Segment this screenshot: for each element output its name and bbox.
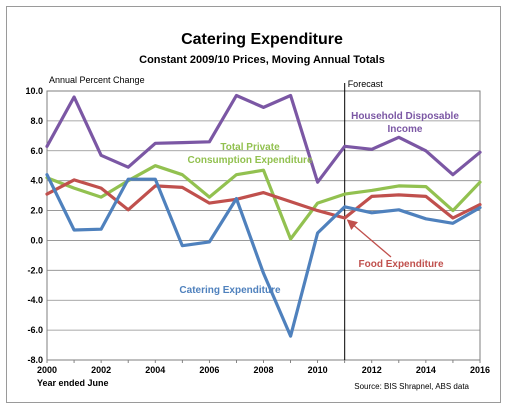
chart-subtitle: Constant 2009/10 Prices, Moving Annual T…: [139, 54, 385, 66]
y-tick-label: 8.0: [30, 116, 43, 126]
plot-border: [46, 90, 481, 361]
x-tick-label: 2004: [145, 365, 165, 375]
x-tick-label: 2016: [470, 365, 490, 375]
y-tick-label: -8.0: [27, 355, 43, 365]
series-label-total-private-consumption-expenditure: Total Private Consumption Expenditure: [188, 142, 313, 166]
x-tick-label: 2014: [416, 365, 436, 375]
y-tick-label: -2.0: [27, 265, 43, 275]
y-tick-label: 0.0: [30, 235, 43, 245]
y-tick-label: 10.0: [25, 86, 43, 96]
food-label-arrow: [346, 219, 392, 258]
y-axis-label: Annual Percent Change: [49, 75, 145, 85]
series-line-catering-expenditure: [45, 173, 482, 338]
series-line-total-private-consumption-expenditure: [45, 164, 482, 241]
y-tick-label: 6.0: [30, 146, 43, 156]
series-label-household-disposable-income: Household Disposable Income: [351, 111, 459, 135]
chart-title: Catering Expenditure: [181, 31, 343, 48]
y-tick-label: 2.0: [30, 206, 43, 216]
y-tick-label: -4.0: [27, 295, 43, 305]
x-tick-label: 2006: [199, 365, 219, 375]
catering-expenditure-chart: Catering Expenditure Constant 2009/10 Pr…: [25, 31, 490, 391]
x-tick-label: 2000: [37, 365, 57, 375]
series-label-food-expenditure: Food Expenditure: [359, 259, 444, 270]
x-tick-label: 2008: [253, 365, 273, 375]
y-tick-label: 4.0: [30, 176, 43, 186]
source-note: Source: BIS Shrapnel, ABS data: [354, 382, 469, 391]
x-tick-label: 2002: [91, 365, 111, 375]
x-axis-label: Year ended June: [37, 378, 109, 388]
series-line-food-expenditure: [45, 178, 482, 220]
x-tick-label: 2012: [362, 365, 382, 375]
chart-frame: Catering Expenditure Constant 2009/10 Pr…: [6, 6, 501, 403]
series-line-household-disposable-income: [45, 93, 482, 184]
y-tick-label: -6.0: [27, 325, 43, 335]
x-tick-label: 2010: [308, 365, 328, 375]
series-label-catering-expenditure: Catering Expenditure: [179, 285, 281, 296]
forecast-label: Forecast: [348, 79, 384, 89]
